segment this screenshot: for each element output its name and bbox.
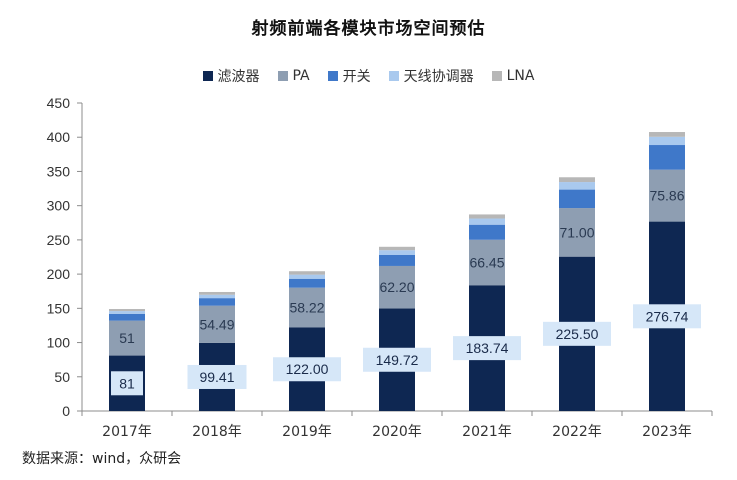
legend-label: PA xyxy=(292,68,310,84)
source-note: 数据来源：wind，众研会 xyxy=(22,451,182,467)
bar-segment xyxy=(649,145,685,170)
y-tick-label: 0 xyxy=(62,403,70,419)
bar-segment xyxy=(379,265,415,309)
data-label-box xyxy=(187,364,247,389)
legend-swatch xyxy=(277,71,288,81)
data-label: 51 xyxy=(119,330,135,346)
bar-segment xyxy=(469,224,505,240)
legend-item: 开关 xyxy=(327,66,371,86)
legend-item: PA xyxy=(277,66,310,86)
bar-segment xyxy=(379,255,415,266)
data-label: 149.72 xyxy=(376,352,419,368)
stacked-bar-plot: 0 50 100 150 200 250 300 350 400 450 81 51 2017年 99.4… xyxy=(47,95,713,440)
bar-segment xyxy=(109,320,145,356)
bar-segment xyxy=(649,132,685,137)
chart-legend: 滤波器 PA 开关 天线协调器 LNA xyxy=(0,66,737,86)
data-label-box xyxy=(453,336,521,361)
bar-segment xyxy=(649,169,685,222)
legend-label: 天线协调器 xyxy=(403,69,474,85)
bar-segment xyxy=(469,239,505,286)
x-tick-label: 2021年 xyxy=(462,424,512,440)
data-label: 71.00 xyxy=(559,224,594,240)
bar-segment xyxy=(109,311,145,314)
data-label-box xyxy=(363,347,431,372)
data-label: 54.49 xyxy=(199,316,234,332)
data-label: 58.22 xyxy=(289,300,324,316)
data-label-box xyxy=(543,321,611,346)
y-tick-label: 400 xyxy=(47,129,71,145)
legend-label: 滤波器 xyxy=(217,69,260,85)
data-label-box xyxy=(111,371,143,396)
x-tick-label: 2020年 xyxy=(372,424,422,440)
data-label-box xyxy=(633,304,701,329)
bar-segment xyxy=(289,287,325,328)
legend-swatch xyxy=(327,71,338,81)
data-label-box xyxy=(273,357,341,382)
y-tick-label: 150 xyxy=(47,300,71,316)
bar-segment xyxy=(199,305,235,343)
data-label: 122.00 xyxy=(286,361,329,377)
bar-segment xyxy=(199,294,235,299)
bar-segment xyxy=(199,298,235,306)
chart-title: 射频前端各模块市场空间预估 xyxy=(251,19,486,39)
x-tick-label: 2019年 xyxy=(282,424,332,440)
bar-segment xyxy=(289,274,325,279)
y-tick-label: 300 xyxy=(47,198,71,214)
data-label: 183.74 xyxy=(466,340,509,356)
bar-segment xyxy=(379,246,415,251)
y-tick-label: 50 xyxy=(54,369,70,385)
bar-segment xyxy=(289,278,325,288)
y-tick-label: 450 xyxy=(47,95,71,111)
legend-label: LNA xyxy=(506,68,535,84)
legend-swatch xyxy=(202,71,213,81)
legend-item: 天线协调器 xyxy=(388,66,474,86)
bar-segment xyxy=(469,214,505,219)
bar-segment xyxy=(559,177,595,183)
y-tick-label: 200 xyxy=(47,266,71,282)
data-label: 81 xyxy=(119,375,135,391)
bar-segment xyxy=(469,218,505,225)
legend-item: LNA xyxy=(491,66,535,86)
data-label: 99.41 xyxy=(199,369,234,385)
bar-segment xyxy=(289,271,325,275)
bar-segment xyxy=(379,250,415,256)
bar-segment xyxy=(559,208,595,257)
data-label: 62.20 xyxy=(379,279,414,295)
bar-segment xyxy=(559,182,595,190)
bar-segment xyxy=(199,291,235,295)
legend-swatch xyxy=(491,71,502,81)
y-tick-label: 100 xyxy=(47,335,71,351)
bar-segment xyxy=(109,309,145,312)
legend-item: 滤波器 xyxy=(202,66,260,86)
bar-segment xyxy=(649,136,685,146)
legend-label: 开关 xyxy=(342,69,371,85)
data-label: 66.45 xyxy=(469,254,504,270)
y-tick-label: 250 xyxy=(47,232,71,248)
bar-segment xyxy=(109,313,145,321)
data-label: 75.86 xyxy=(649,188,684,204)
x-tick-label: 2017年 xyxy=(102,424,152,440)
x-tick-label: 2022年 xyxy=(552,424,602,440)
legend-swatch xyxy=(388,71,399,81)
y-tick-label: 350 xyxy=(47,163,71,179)
x-tick-label: 2023年 xyxy=(642,424,692,440)
bar-segment xyxy=(559,189,595,209)
data-label: 276.74 xyxy=(646,308,689,324)
data-label: 225.50 xyxy=(556,326,599,342)
x-tick-label: 2018年 xyxy=(192,424,242,440)
